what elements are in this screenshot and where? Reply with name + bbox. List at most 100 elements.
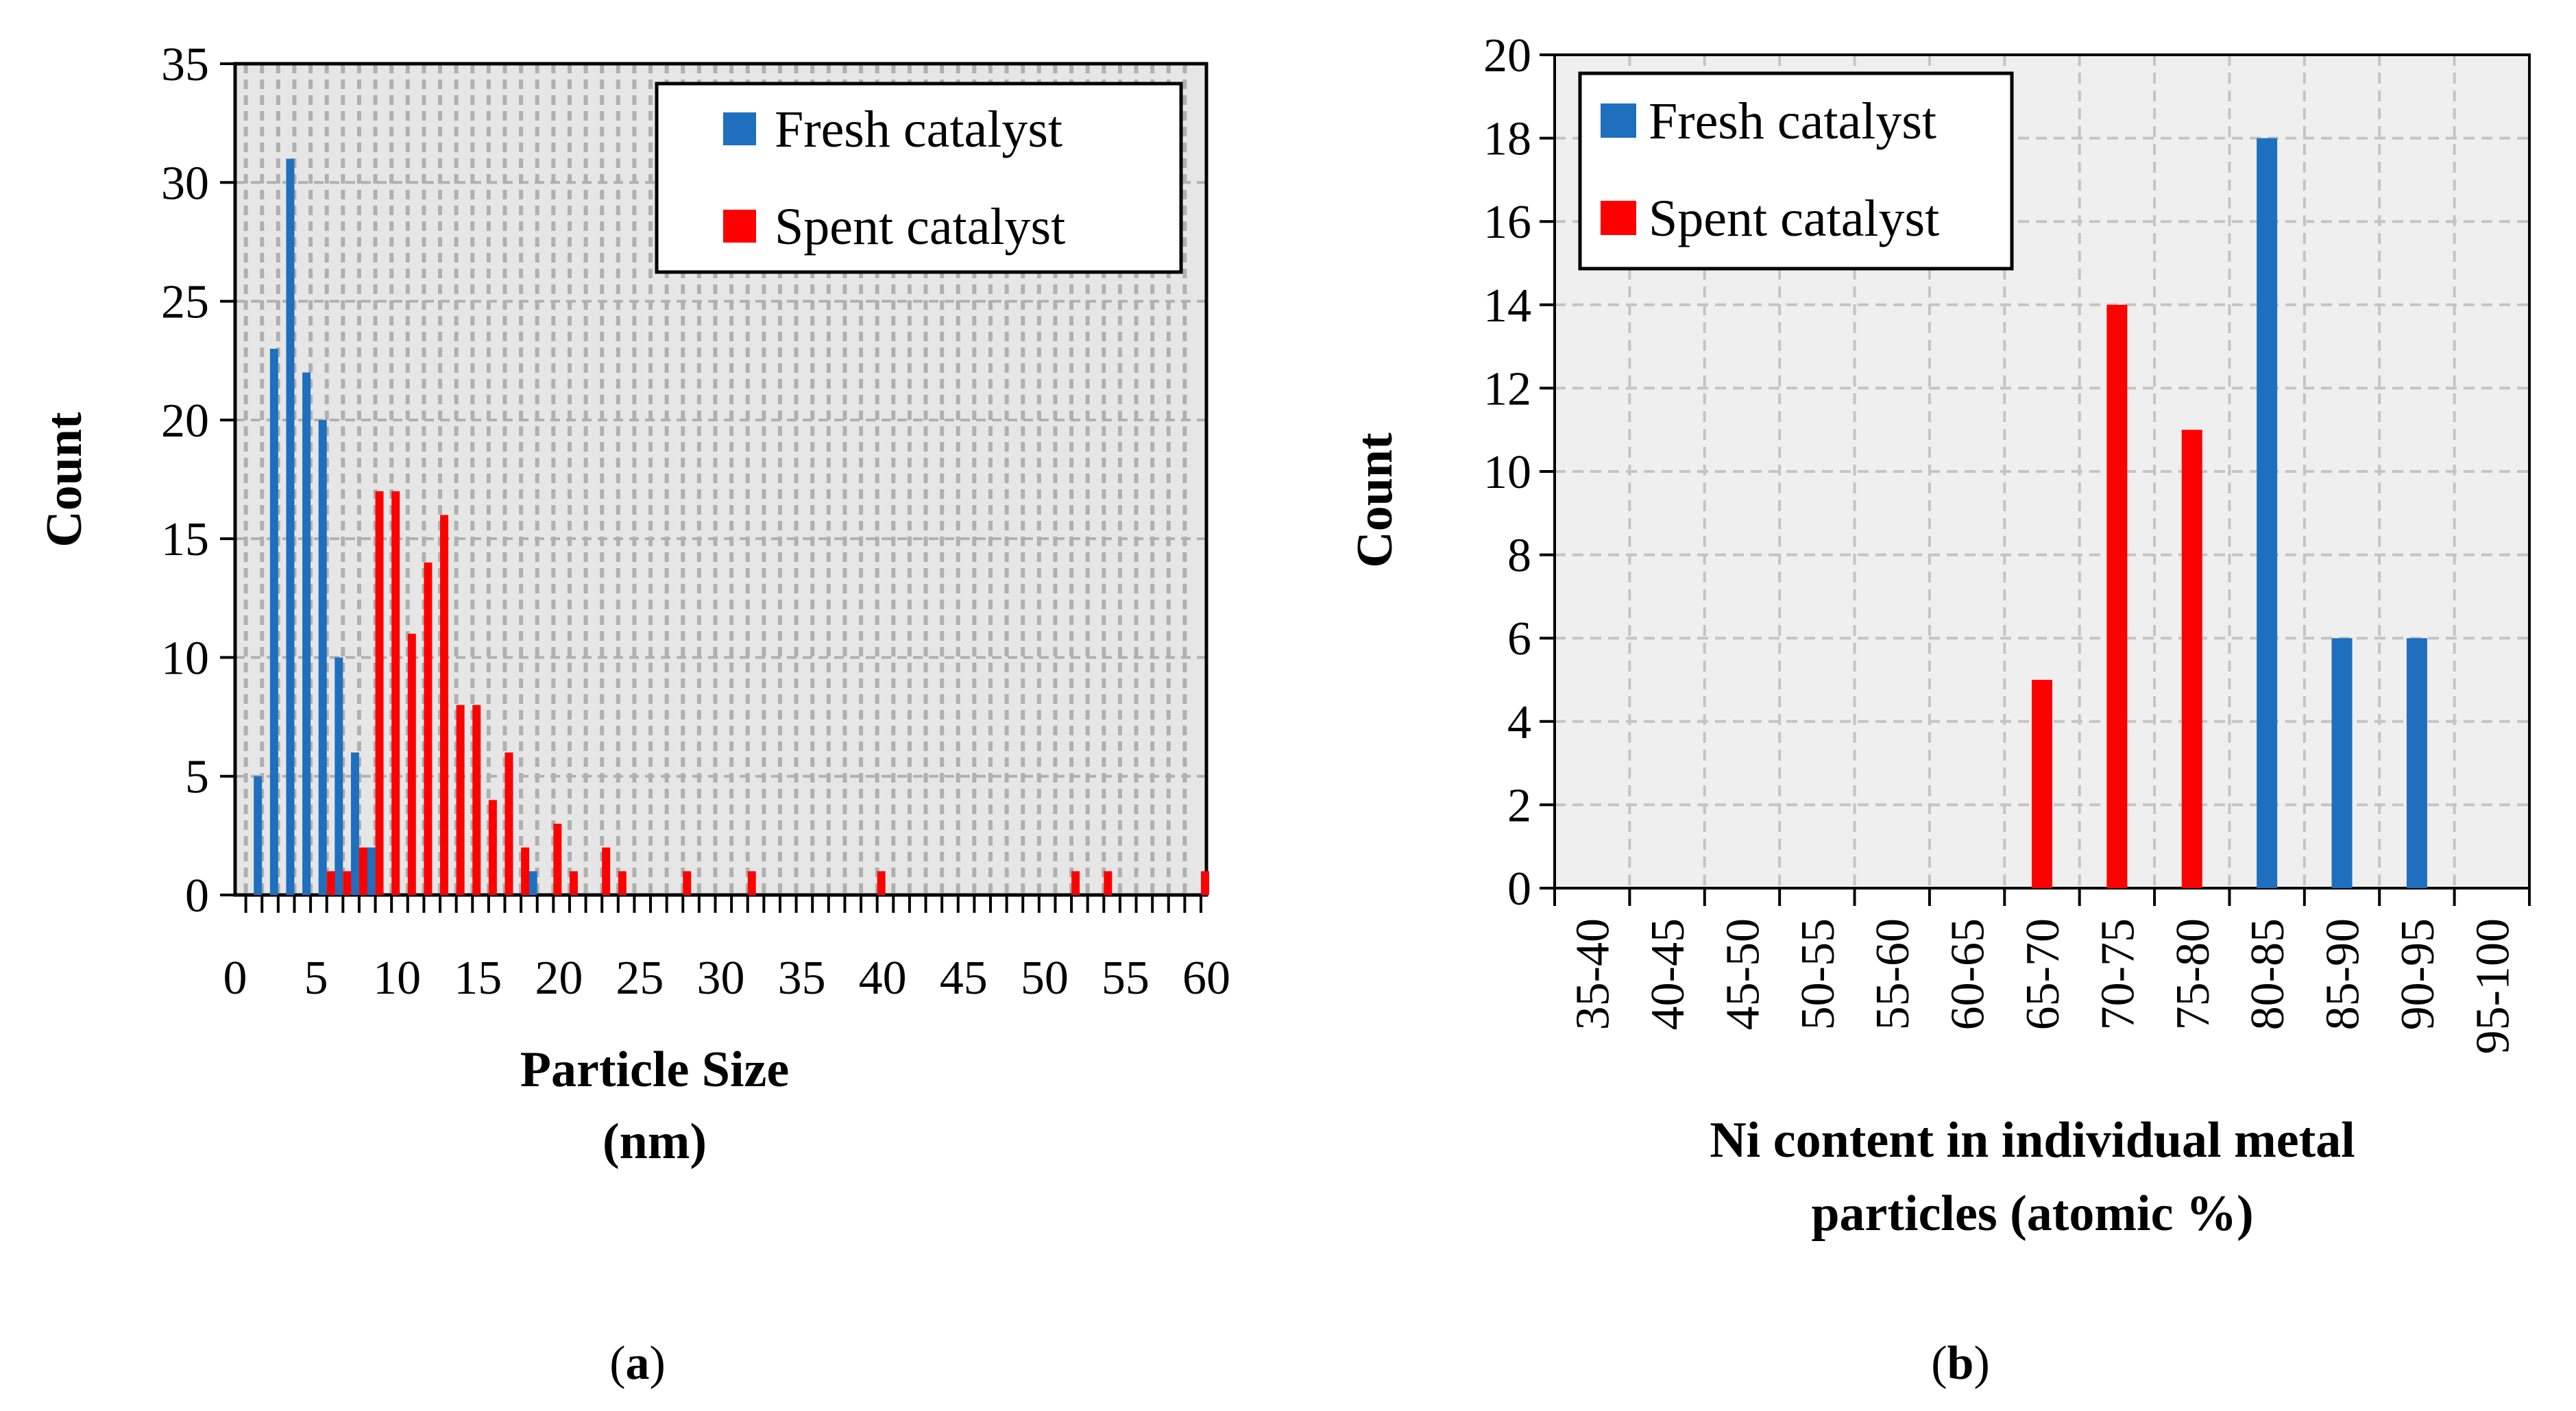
y-tick-label: 0 (185, 870, 209, 922)
fresh-bar-4nm (286, 158, 295, 896)
x-tick-label: 15 (454, 952, 502, 1005)
legend: Fresh catalyst Spent catalyst (655, 82, 1183, 274)
spent-bar-23nm (602, 847, 611, 895)
x-tick-label: 5 (304, 952, 328, 1005)
spent-bar-24nm (618, 871, 627, 895)
x-category-label: 95-100 (2466, 918, 2519, 1054)
x-axis-title: Particle Size (520, 1042, 789, 1098)
spent-legend-swatch (1601, 201, 1636, 235)
x-category-label: 75-80 (2167, 918, 2220, 1030)
x-tick-label: 10 (373, 952, 421, 1005)
spent-bar-11nm (407, 633, 416, 895)
y-axis-title: Count (1347, 432, 1403, 568)
spent-bar-14nm (456, 704, 465, 895)
x-axis-title: Ni content in individual metal (1710, 1112, 2355, 1168)
x-category-label: 65-70 (2017, 918, 2069, 1030)
fresh-bar-90-95 (2406, 638, 2427, 888)
chart-b-ni-content-histogram: 35-40 40-45 45-50 50-55 55-60 60-65 65-70 70-75… (1347, 29, 2531, 1390)
y-tick-label: 6 (1507, 613, 1531, 665)
x-category-label: 60-65 (1942, 918, 1995, 1030)
legend-box (1578, 71, 2014, 271)
spent-bar-52nm (1071, 871, 1080, 895)
spent-bar-28nm (683, 871, 692, 895)
x-tick-label: 55 (1102, 952, 1150, 1005)
fresh-bar-80-85 (2257, 138, 2278, 889)
y-tick-label: 14 (1483, 280, 1531, 332)
x-tick-label: 40 (859, 952, 907, 1005)
spent-bar-10nm (391, 491, 400, 895)
panel-label-a: (a) (609, 1337, 666, 1390)
fresh-bar-8nm (350, 752, 359, 895)
y-tick-label: 0 (1507, 863, 1531, 916)
spent-bar-9nm (375, 491, 384, 895)
fresh-bar-7nm (335, 657, 343, 895)
x-category-label: 55-60 (1867, 918, 1919, 1030)
fresh-bar-19nm (528, 871, 537, 895)
y-tick-label: 16 (1483, 196, 1531, 249)
spent-bar-7nm (343, 871, 352, 895)
y-axis-title: Count (36, 412, 93, 548)
y-tick-label: 4 (1507, 696, 1531, 749)
y-tick-label: 30 (161, 157, 209, 210)
y-tick-label: 5 (185, 751, 209, 804)
x-category-label: 40-45 (1642, 918, 1694, 1030)
x-tick-label: 30 (697, 952, 745, 1005)
chart-a-particle-size-histogram: 0 5 10 15 20 25 30 35 40 45 50 55 60 0 5 10 15 20 25 30 35 Pa… (36, 38, 1230, 1390)
x-tick-label: 25 (616, 952, 664, 1005)
spent-bar-32nm (747, 871, 756, 895)
y-tick-label: 15 (161, 513, 209, 566)
y-tick-label: 20 (1483, 29, 1531, 82)
spent-bar-60nm (1201, 871, 1209, 895)
legend: Fresh catalyst Spent catalyst (1578, 71, 2014, 271)
fresh-legend-label: Fresh catalyst (1649, 93, 1936, 150)
plot-border (233, 62, 1208, 897)
spent-bar-12nm (424, 562, 433, 895)
spent-legend-label: Spent catalyst (1649, 190, 1939, 247)
spent-bar-18nm (521, 847, 530, 895)
x-tick-label: 20 (535, 952, 583, 1005)
x-category-label: 45-50 (1716, 918, 1769, 1030)
panel-label-b: (b) (1931, 1337, 1990, 1390)
spent-bar-75-80 (2181, 430, 2202, 888)
x-tick-label: 60 (1182, 952, 1230, 1005)
y-tick-label: 10 (161, 632, 209, 685)
spent-legend-label: Spent catalyst (775, 198, 1065, 256)
spent-bar-70-75 (2106, 304, 2128, 888)
spent-bar-65-70 (2032, 680, 2052, 888)
y-tick-label: 10 (1483, 446, 1531, 499)
spent-legend-swatch (723, 210, 756, 243)
spent-bar-13nm (440, 515, 449, 895)
spent-bar-17nm (505, 752, 513, 895)
y-tick-label: 25 (161, 276, 209, 329)
spent-bar-16nm (488, 800, 497, 895)
fresh-legend-swatch (723, 112, 756, 145)
x-axis-title-line2: particles (atomic %) (1811, 1186, 2253, 1242)
fresh-bar-5nm (302, 372, 311, 895)
y-tick-label: 12 (1483, 363, 1531, 415)
x-tick-label: 50 (1021, 952, 1069, 1005)
fresh-bar-6nm (318, 419, 327, 895)
x-tick-label: 35 (778, 952, 826, 1005)
fresh-bar-85-90 (2331, 638, 2353, 888)
fresh-bar-9nm (367, 847, 376, 895)
spent-bar-8nm (359, 847, 367, 895)
y-tick-label: 20 (161, 395, 209, 447)
fresh-legend-label: Fresh catalyst (775, 101, 1062, 158)
fresh-bar-2nm (254, 776, 263, 895)
spent-bar-6nm (326, 871, 335, 895)
y-tick-label: 8 (1507, 530, 1531, 582)
x-category-label: 90-95 (2392, 918, 2444, 1030)
spent-bar-20nm (553, 824, 562, 895)
x-category-label: 80-85 (2241, 918, 2294, 1030)
y-tick-label: 2 (1507, 779, 1531, 832)
y-tick-label: 35 (161, 38, 209, 91)
x-category-label: 50-55 (1792, 918, 1845, 1030)
x-axis-title-line2: (nm) (603, 1114, 707, 1170)
x-category-label: 70-75 (2091, 918, 2144, 1030)
x-category-label: 85-90 (2317, 918, 2370, 1030)
x-tick-label: 45 (940, 952, 988, 1005)
x-category-label: 35-40 (1567, 918, 1620, 1030)
fresh-bar-3nm (269, 348, 278, 895)
spent-bar-15nm (472, 704, 481, 895)
